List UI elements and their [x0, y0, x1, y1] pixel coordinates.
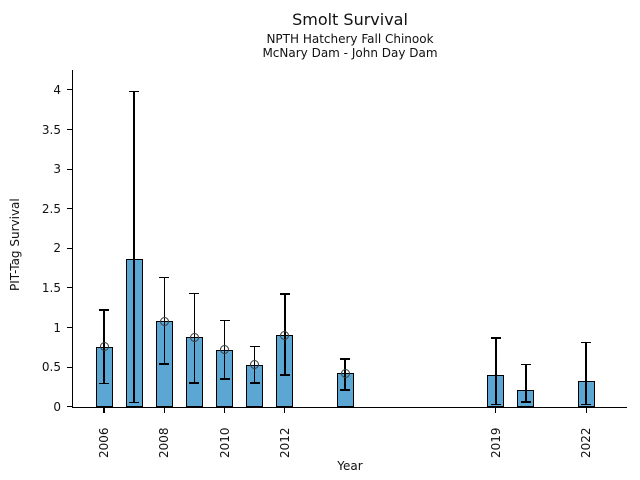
bar-top-marker [159, 316, 169, 326]
error-cap-upper [159, 276, 170, 279]
x-tick-label: 2010 [217, 427, 232, 458]
x-tick [495, 407, 497, 413]
x-tick-label: 2008 [157, 427, 172, 458]
error-cap-upper [581, 341, 592, 344]
y-tick [67, 366, 73, 368]
bar-top-marker [220, 345, 230, 355]
error-cap-upper [520, 363, 531, 366]
error-cap-lower [249, 382, 260, 384]
x-tick [585, 407, 587, 413]
error-cap-upper [249, 345, 260, 348]
error-cap-lower [129, 401, 140, 404]
error-cap-lower [219, 378, 230, 380]
y-tick-label: 4 [53, 82, 61, 97]
x-tick [223, 407, 226, 413]
error-cap-upper [340, 358, 351, 360]
y-tick [67, 326, 73, 329]
error-cap-lower [279, 374, 290, 376]
x-axis-spine [71, 407, 627, 409]
y-tick-label: 0.5 [41, 360, 61, 375]
error-whisker [133, 91, 135, 403]
chart-subtitle-line1: NPTH Hatchery Fall Chinook [266, 32, 434, 46]
y-tick-label: 0 [53, 399, 61, 414]
y-tick-label: 2.5 [41, 201, 61, 216]
chart-subtitle-line2: McNary Dam - John Day Dam [262, 46, 438, 60]
bar-top-marker [280, 330, 290, 340]
x-tick [284, 407, 286, 413]
chart-title: Smolt Survival [292, 10, 408, 29]
bar-top-marker [99, 342, 109, 351]
error-cap-lower [159, 363, 170, 365]
error-cap-lower [490, 403, 501, 406]
x-tick-label: 2022 [579, 427, 594, 458]
error-cap-upper [219, 319, 230, 322]
error-cap-upper [189, 292, 200, 295]
error-cap-lower [520, 401, 531, 403]
y-tick-label: 2 [53, 241, 61, 256]
error-cap-upper [279, 293, 290, 295]
y-tick-label: 3.5 [41, 122, 61, 137]
y-tick [67, 287, 73, 289]
x-tick-label: 2019 [488, 427, 503, 458]
y-tick [67, 168, 73, 170]
error-cap-lower [340, 389, 351, 391]
error-cap-upper [129, 90, 140, 93]
plot-area: 0 0.5 1 1.5 2 2.5 3 3.5 4 2006 2008 2010 2012 2019 202… [42, 70, 627, 458]
x-tick [163, 407, 165, 413]
y-tick-label: 3 [53, 162, 61, 177]
x-tick-label: 2006 [97, 427, 111, 458]
bar-top-marker [340, 368, 350, 378]
y-tick [67, 406, 73, 408]
y-tick [67, 128, 73, 131]
x-tick-label: 2012 [277, 427, 292, 458]
x-tick [103, 407, 105, 413]
y-axis-spine [71, 70, 73, 409]
x-axis-label: Year [337, 459, 363, 473]
error-whisker [525, 364, 527, 402]
y-tick-label: 1 [53, 320, 61, 335]
error-cap-lower [581, 403, 592, 406]
y-tick [67, 247, 73, 249]
error-cap-upper [490, 337, 501, 339]
error-cap-upper [99, 309, 109, 311]
bar-top-marker [250, 360, 260, 370]
y-tick [67, 89, 73, 91]
error-cap-lower [99, 382, 109, 385]
error-cap-lower [189, 382, 200, 384]
bar-top-marker [189, 332, 199, 342]
y-tick-label: 1.5 [41, 280, 61, 295]
y-tick [67, 208, 73, 210]
error-whisker [495, 337, 497, 405]
error-whisker [585, 342, 587, 405]
